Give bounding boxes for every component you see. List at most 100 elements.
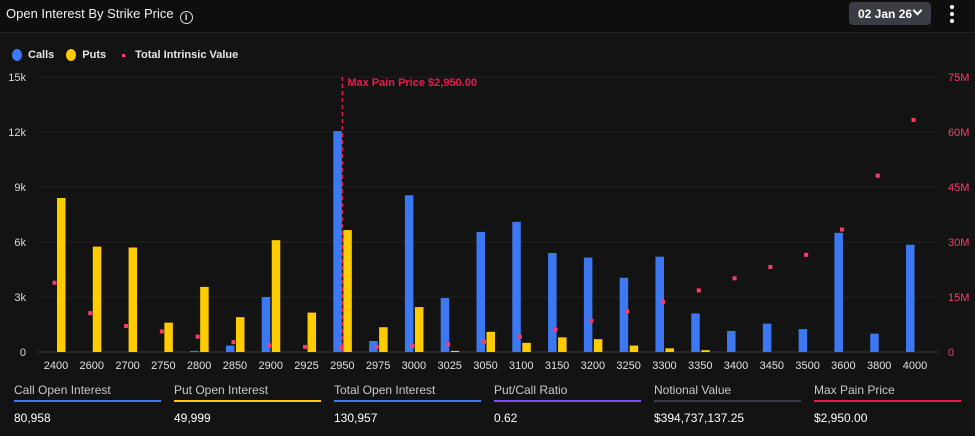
intrinsic-value-point [839, 227, 844, 232]
call-bar [369, 341, 378, 352]
put-bar [200, 286, 209, 352]
legend-calls-label: Calls [28, 49, 55, 61]
call-bar [655, 256, 664, 352]
stat-underline [174, 400, 321, 402]
put-bar [701, 350, 710, 352]
put-bar [164, 322, 173, 352]
legend-puts[interactable]: Puts [66, 49, 106, 61]
intrinsic-value-point [159, 329, 164, 334]
max-pain-label: Max Pain Price $2,950.00 [347, 77, 477, 89]
x-tick-label: 4000 [903, 360, 927, 372]
info-icon[interactable]: i [179, 11, 193, 24]
intrinsic-value-point [267, 343, 272, 348]
y-left-tick-label: 12k [8, 127, 26, 139]
call-bar [476, 231, 485, 352]
call-bar [583, 257, 593, 352]
intrinsic-value-point [446, 342, 451, 347]
stat-label: Total Open Interest [334, 383, 436, 397]
stat-label: Put/Call Ratio [494, 383, 568, 397]
intrinsic-value-point [875, 173, 880, 178]
x-tick-label: 3400 [724, 360, 748, 372]
put-bar [593, 339, 603, 352]
chart-title: Open Interest By Strike Price i [6, 6, 193, 24]
call-bar [404, 195, 414, 352]
stat-label: Notional Value [654, 383, 732, 397]
intrinsic-value-point [517, 334, 522, 339]
intrinsic-value-point [660, 299, 665, 304]
x-tick-label: 3450 [760, 360, 784, 372]
kebab-icon[interactable] [950, 5, 954, 23]
legend-intrinsic-label: Total Intrinsic Value [135, 49, 239, 61]
stat-underline [14, 400, 161, 402]
y-left-tick-label: 6k [14, 237, 26, 249]
y-right-tick-label: 45M [948, 182, 969, 194]
put-bar [57, 198, 66, 352]
intrinsic-value-point [696, 288, 701, 293]
stat-underline [334, 400, 481, 402]
put-bar [665, 348, 674, 352]
intrinsic-value-point [911, 117, 916, 122]
legend: Calls Puts Total Intrinsic Value [12, 49, 238, 61]
stat-value: 130,957 [334, 411, 378, 425]
x-tick-label: 3300 [652, 360, 676, 372]
y-right-tick-label: 30M [948, 237, 969, 249]
intrinsic-value-point [88, 311, 93, 316]
x-tick-label: 3150 [545, 360, 569, 372]
y-right-tick-label: 0 [948, 347, 954, 359]
intrinsic-value-point [768, 264, 773, 269]
call-bar [225, 345, 235, 352]
x-tick-label: 2600 [80, 360, 104, 372]
header: Open Interest By Strike Price i 02 Jan 26 [0, 0, 975, 33]
call-bar [190, 350, 199, 352]
stat-notional-value: Notional Value $394,737,137.25 [654, 383, 814, 425]
stat-underline [494, 400, 641, 402]
call-bar [548, 253, 557, 352]
intrinsic-value-point [231, 340, 236, 345]
call-bar [727, 330, 736, 352]
x-tick-label: 3350 [688, 360, 712, 372]
call-bar [798, 329, 808, 352]
call-bar [762, 323, 772, 352]
stat-label: Call Open Interest [14, 383, 111, 397]
x-tick-label: 3500 [795, 360, 819, 372]
put-bar [450, 350, 460, 352]
intrinsic-value-point [482, 339, 486, 344]
stat-label: Put Open Interest [174, 383, 269, 397]
intrinsic-value-point [195, 334, 200, 339]
x-tick-label: 3100 [509, 360, 533, 372]
y-left-tick-label: 9k [14, 182, 26, 194]
expiry-date-dropdown[interactable]: 02 Jan 26 [849, 2, 931, 25]
calls-dot-icon [12, 49, 22, 61]
y-left-tick-label: 0 [20, 347, 26, 359]
open-interest-chart: 0 0 3k 15M 6k 30M 9k 45M 12k 60M 15k 75M 2400 2600 270… [8, 72, 969, 372]
x-tick-label: 3025 [437, 360, 461, 372]
put-bar [343, 230, 352, 352]
y-right-tick-label: 15M [948, 292, 969, 304]
puts-dot-icon [66, 49, 77, 61]
x-tick-label: 3050 [473, 360, 497, 372]
x-tick-label: 2750 [151, 360, 175, 372]
legend-calls[interactable]: Calls [12, 49, 54, 61]
x-tick-label: 2925 [294, 360, 318, 372]
stat-value: 80,958 [14, 411, 51, 425]
x-tick-label: 2800 [187, 360, 211, 372]
call-bar [440, 297, 450, 352]
stat-underline [814, 400, 961, 402]
intrinsic-value-point [303, 344, 308, 349]
call-bar [870, 333, 879, 352]
x-tick-label: 2400 [44, 360, 68, 372]
date-label: 02 Jan 26 [858, 7, 913, 21]
x-tick-label: 2950 [330, 360, 354, 372]
x-tick-label: 2975 [366, 360, 390, 372]
legend-intrinsic[interactable]: Total Intrinsic Value [118, 49, 238, 61]
call-bar [512, 221, 521, 352]
stats-row: Call Open Interest 80,958 Put Open Intere… [0, 383, 975, 425]
intrinsic-value-point [589, 318, 594, 323]
intrinsic-value-point [374, 344, 379, 349]
intrinsic-value-point [804, 252, 809, 257]
call-bar [333, 131, 342, 352]
x-tick-label: 2900 [259, 360, 283, 372]
stat-underline [654, 400, 801, 402]
y-left-tick-label: 3k [14, 292, 26, 304]
stat-value: 0.62 [494, 411, 518, 425]
